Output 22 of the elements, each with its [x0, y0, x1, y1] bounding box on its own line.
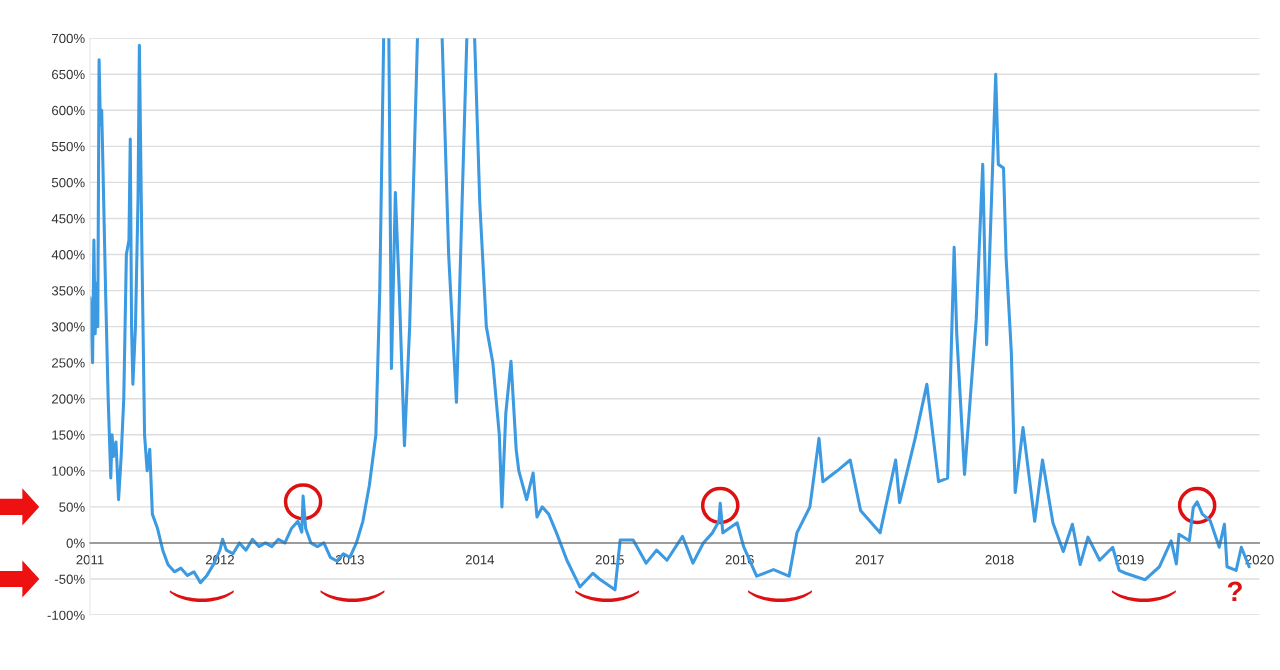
- y-tick-label: -100%: [47, 610, 85, 620]
- x-tick-label: 2018: [985, 555, 1014, 565]
- y-tick-label: 150%: [52, 430, 85, 440]
- y-tick-label: 350%: [51, 286, 85, 296]
- y-tick-label: 50%: [59, 502, 85, 512]
- x-tick-label: 2017: [855, 555, 884, 565]
- y-tick-label: 250%: [52, 358, 85, 368]
- y-tick-label: 400%: [51, 250, 85, 260]
- annotation: ?: [1227, 581, 1242, 601]
- y-tick-label: 0%: [66, 538, 85, 548]
- y-tick-label: 550%: [51, 141, 85, 152]
- y-tick-label: 600%: [52, 105, 85, 116]
- y-tick-label: -50%: [54, 574, 85, 584]
- y-tick-label: 300%: [51, 322, 85, 332]
- y-tick-label: 450%: [51, 214, 85, 224]
- x-tick-label: 2011: [76, 555, 104, 565]
- x-tick-label: 2014: [465, 555, 495, 565]
- y-tick-label: 200%: [52, 394, 85, 404]
- y-tick-label: 100%: [52, 466, 85, 476]
- y-tick-label: 700%: [52, 33, 85, 44]
- y-tick-label: 500%: [51, 177, 85, 188]
- y-tick-label: 650%: [52, 69, 85, 80]
